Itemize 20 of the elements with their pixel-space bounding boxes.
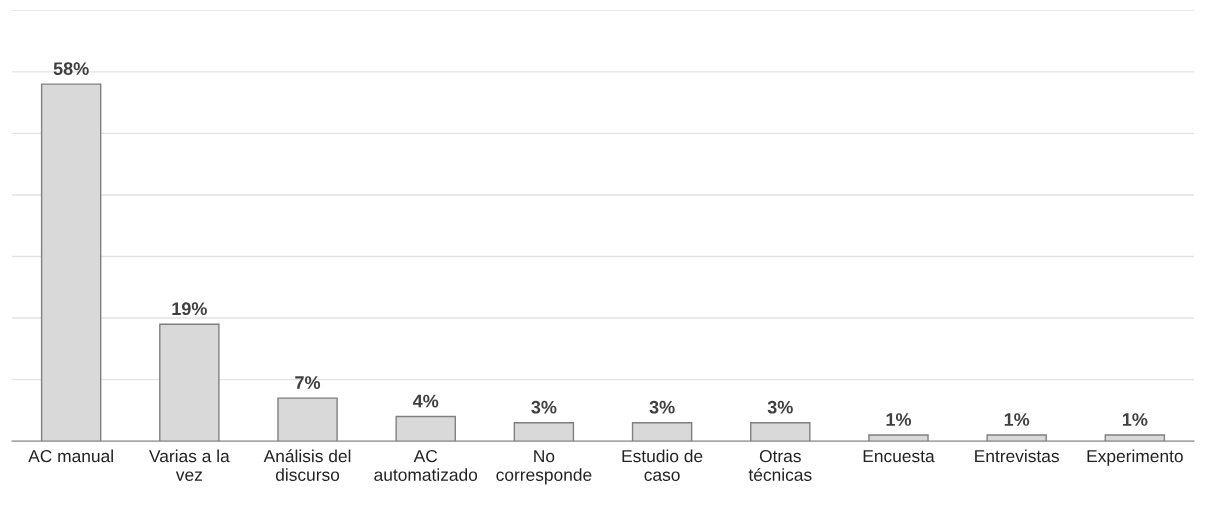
data-label: 3%: [531, 400, 557, 414]
x-tick-label: Encuesta: [863, 450, 935, 463]
data-label: 1%: [1004, 413, 1030, 426]
data-label: 3%: [649, 400, 675, 414]
x-tick-label: Experimento: [1087, 449, 1183, 466]
x-tick-label: Entrevistas: [975, 449, 1059, 463]
data-label: 1%: [886, 413, 912, 426]
x-tick-label: Otras técnicas: [748, 449, 812, 481]
data-label: 4%: [412, 394, 439, 408]
x-tick-label: Varias a la vez: [149, 449, 230, 481]
x-tick-label: No corresponde: [496, 450, 592, 485]
x-tick-label: AC manual: [28, 449, 113, 463]
data-label: 1%: [1122, 413, 1148, 426]
data-label: 58%: [53, 62, 89, 76]
x-tick-label: Análisis del discurso: [263, 449, 351, 481]
data-label: 7%: [295, 376, 321, 389]
data-label: 19%: [172, 302, 207, 316]
x-tick-label: AC automatizado: [374, 449, 478, 481]
data-label: 3%: [767, 400, 793, 414]
x-tick-label: Estudio de caso: [622, 449, 703, 481]
